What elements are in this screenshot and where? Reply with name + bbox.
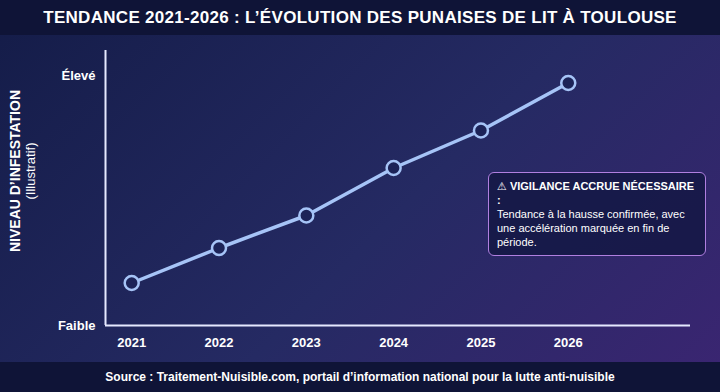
html-text:Tendance à la hausse confirmée: Tendance à la hausse confirmée, avec une… xyxy=(497,208,685,248)
svg-text:2023: 2023 xyxy=(292,335,321,350)
html-text:TENDANCE 2021-2026 : L’ÉVOLUTI: TENDANCE 2021-2026 : L’ÉVOLUTION DES PUN… xyxy=(43,8,677,27)
html-text:⚠ VIGILANCE ACCRUE NÉCESSAIRE: ⚠ VIGILANCE ACCRUE NÉCESSAIRE : xyxy=(497,180,695,206)
svg-text:Faible: Faible xyxy=(58,318,96,333)
html-text:(Illustratif): (Illustratif) xyxy=(23,142,38,200)
svg-text:Élevé: Élevé xyxy=(62,68,96,83)
svg-text:2024: 2024 xyxy=(379,335,409,350)
svg-text:2025: 2025 xyxy=(466,335,495,350)
html-text:NIVEAU D’INFESTATION: NIVEAU D’INFESTATION xyxy=(7,90,23,252)
svg-text:2022: 2022 xyxy=(205,335,234,350)
svg-text:2026: 2026 xyxy=(554,335,583,350)
html-text:Source : Traitement-Nuisible.c: Source : Traitement-Nuisible.com, portai… xyxy=(105,370,615,384)
svg-text:2021: 2021 xyxy=(117,335,146,350)
